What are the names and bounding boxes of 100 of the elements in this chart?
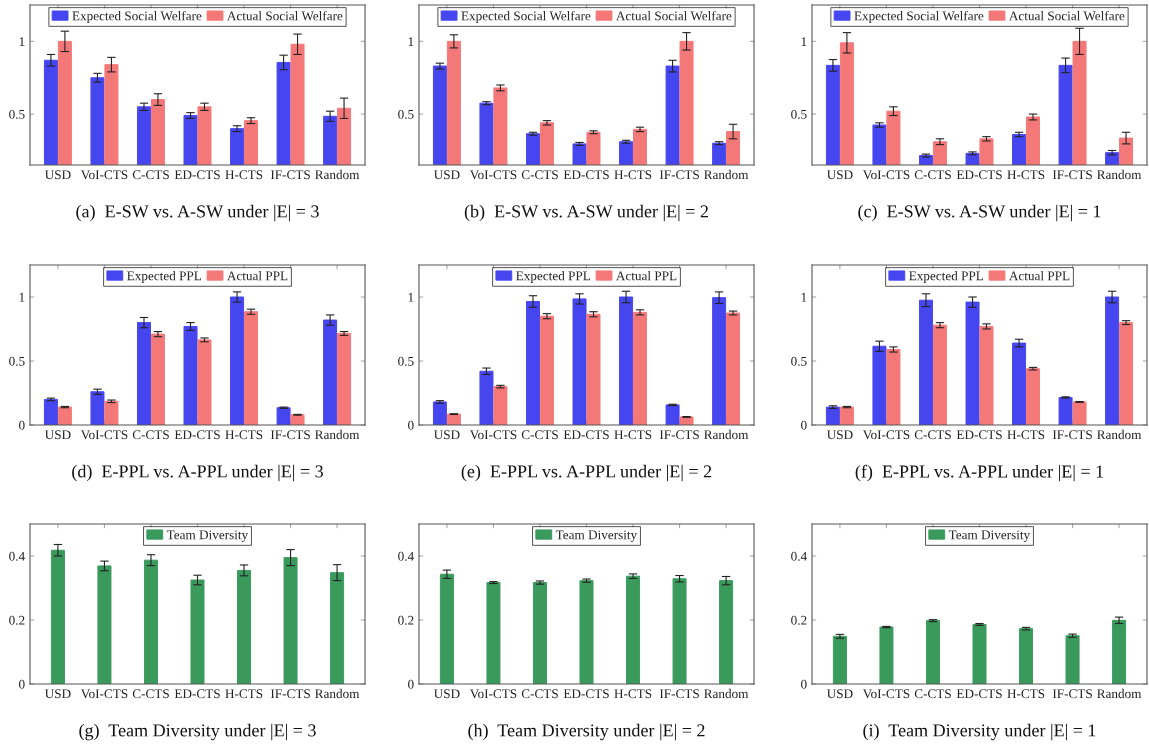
bar xyxy=(50,549,65,684)
bar xyxy=(619,296,634,425)
bar xyxy=(539,315,554,425)
x-tick-label: IF-CTS xyxy=(1052,689,1092,699)
bar xyxy=(150,333,165,425)
text: (d) E-PPL vs. A-PPL under |E| = 3 xyxy=(72,464,323,482)
bar xyxy=(726,312,741,425)
x-tick-label: IF-CTS xyxy=(1052,170,1092,180)
text: (h) Team Diversity under |E| = 2 xyxy=(468,723,705,741)
x-tick-label: IF-CTS xyxy=(270,170,310,180)
x-tick-label: USD xyxy=(45,689,71,699)
text: (i) Team Diversity under |E| = 1 xyxy=(863,723,1096,741)
y-tick-label: 1 xyxy=(801,37,807,46)
bar xyxy=(1026,368,1041,425)
y-tick-label: 1 xyxy=(801,292,807,302)
legend-label: Actual Social Welfare xyxy=(227,10,343,21)
x-tick-label: ED-CTS xyxy=(956,430,1002,440)
x-tick-label: Random xyxy=(704,429,749,440)
x-tick-label: C-CTS xyxy=(132,170,169,180)
x-tick-label: Random xyxy=(1097,169,1142,180)
x-tick-label: C-CTS xyxy=(521,689,558,699)
bar xyxy=(90,391,105,425)
bar xyxy=(879,626,894,684)
x-tick-label: Random xyxy=(315,169,360,180)
y-tick-label: 0.5 xyxy=(791,356,807,366)
bar xyxy=(104,400,119,425)
y-tick-label: 0 xyxy=(19,420,25,430)
x-tick-label: IF-CTS xyxy=(659,689,699,699)
bar xyxy=(479,370,494,425)
x-tick-label: C-CTS xyxy=(914,170,951,180)
x-tick-label: VoI-CTS xyxy=(80,430,128,440)
x-tick-label: H-CTS xyxy=(614,170,652,180)
y-tick-label: 0.5 xyxy=(9,356,25,366)
y-tick-label: 0.4 xyxy=(791,551,807,561)
y-tick-label: 0 xyxy=(408,679,414,689)
x-tick-label: VoI-CTS xyxy=(469,689,517,699)
y-tick-label: 1 xyxy=(408,37,414,46)
bar xyxy=(665,404,680,425)
bar xyxy=(97,565,112,684)
bar xyxy=(136,322,151,425)
x-tick-label: VoI-CTS xyxy=(469,170,517,180)
text: (c) E-SW vs. A-SW under |E| = 1 xyxy=(858,204,1101,222)
x-tick-label: Random xyxy=(1097,688,1142,699)
x-tick-label: VoI-CTS xyxy=(862,170,910,180)
bar xyxy=(1112,619,1127,684)
x-tick-label: ED-CTS xyxy=(563,430,609,440)
legend-label: Expected PPL xyxy=(909,271,984,283)
x-tick-label: ED-CTS xyxy=(956,170,1002,180)
bar xyxy=(979,325,994,425)
x-tick-label: C-CTS xyxy=(521,170,558,180)
bar xyxy=(432,401,447,425)
y-tick-label: 0.4 xyxy=(398,551,414,561)
y-tick-label: 1 xyxy=(408,292,414,302)
text: (a) E-SW vs. A-SW under |E| = 3 xyxy=(76,204,319,222)
legend-label: Expected Social Welfare xyxy=(72,10,202,24)
bar xyxy=(183,325,198,425)
legend-label: Expected Social Welfare xyxy=(854,10,984,24)
legend-label: Actual PPL xyxy=(616,271,677,281)
x-tick-label: USD xyxy=(434,170,460,180)
bar xyxy=(230,296,245,425)
y-tick-label: 1 xyxy=(19,37,25,46)
legend-label: Expected Social Welfare xyxy=(461,10,591,24)
bar xyxy=(337,332,352,425)
text: (f) E-PPL vs. A-PPL under |E| = 1 xyxy=(855,464,1104,482)
x-tick-label: IF-CTS xyxy=(659,430,699,440)
y-tick-label: 0.2 xyxy=(9,615,25,625)
x-tick-label: VoI-CTS xyxy=(80,170,128,180)
x-tick-label: H-CTS xyxy=(614,430,652,440)
legend-label: Expected PPL xyxy=(516,271,591,283)
x-tick-label: Random xyxy=(315,688,360,699)
x-tick-label: ED-CTS xyxy=(174,170,220,180)
x-tick-label: ED-CTS xyxy=(174,430,220,440)
x-tick-label: H-CTS xyxy=(1007,430,1045,440)
y-tick-label: 0 xyxy=(408,420,414,430)
legend-label: Team Diversity xyxy=(555,530,638,543)
x-tick-label: USD xyxy=(434,430,460,440)
bar xyxy=(197,339,212,425)
x-tick-label: ED-CTS xyxy=(563,689,609,699)
x-tick-label: H-CTS xyxy=(1007,689,1045,699)
bar xyxy=(1105,296,1120,425)
x-tick-label: C-CTS xyxy=(914,689,951,699)
x-tick-label: USD xyxy=(827,689,853,699)
x-tick-label: H-CTS xyxy=(614,689,652,699)
y-tick-label: 0.5 xyxy=(791,109,807,119)
bar xyxy=(872,345,887,425)
bar xyxy=(932,324,947,425)
bar xyxy=(276,407,291,425)
x-tick-label: Random xyxy=(315,429,360,440)
y-tick-label: 0 xyxy=(801,679,807,689)
x-tick-label: ED-CTS xyxy=(174,689,220,699)
y-tick-label: 0.2 xyxy=(398,615,414,625)
y-tick-label: 0.5 xyxy=(398,356,414,366)
y-tick-label: 0.5 xyxy=(398,109,414,119)
bar xyxy=(143,559,158,684)
x-tick-label: IF-CTS xyxy=(270,689,310,699)
x-tick-label: VoI-CTS xyxy=(469,430,517,440)
bar xyxy=(925,620,940,684)
text: (e) E-PPL vs. A-PPL under |E| = 2 xyxy=(461,464,712,482)
bar xyxy=(1065,635,1080,684)
y-tick-label: 0.5 xyxy=(9,109,25,119)
